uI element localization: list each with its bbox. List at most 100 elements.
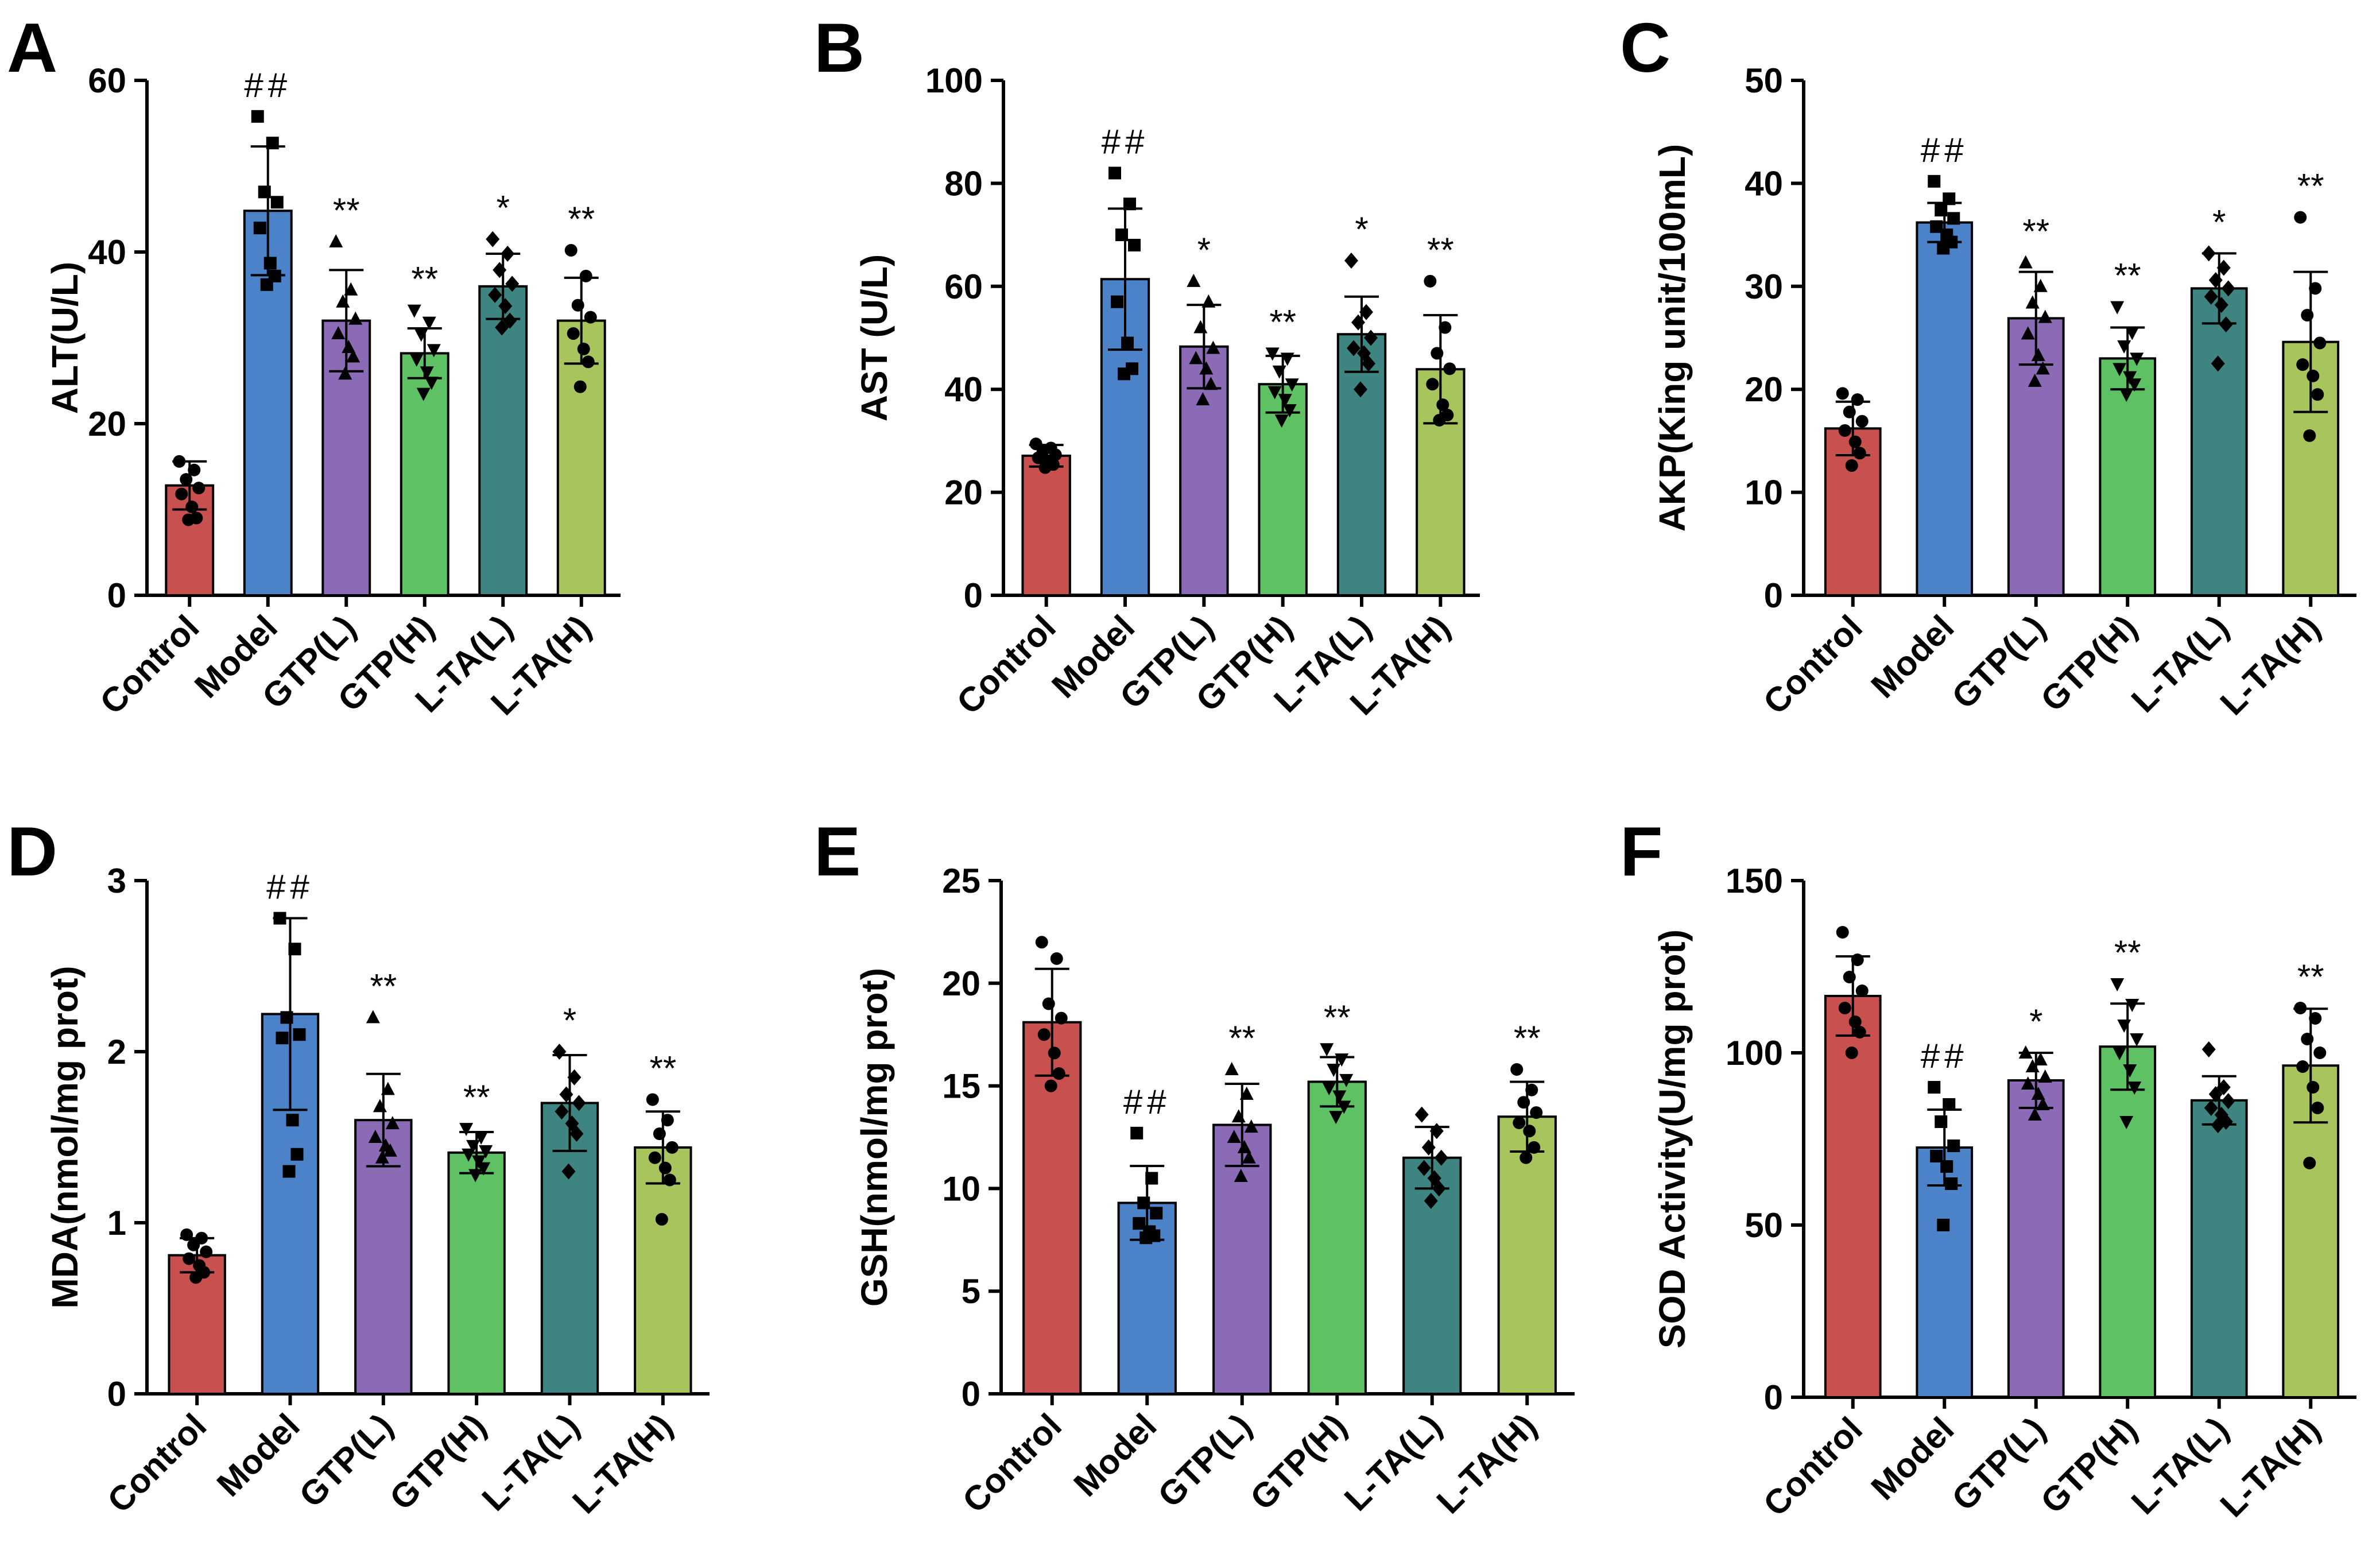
data-point [266,137,279,150]
data-point [348,311,363,325]
data-point [2025,1059,2040,1072]
data-point [1322,1082,1336,1096]
significance-marker: ** [463,1078,490,1117]
data-point [2127,378,2142,392]
data-point [2130,352,2144,366]
data-point [1320,1043,1334,1057]
data-point [180,1228,193,1241]
data-point [1930,220,1943,233]
data-point [2309,282,2322,295]
panel-letter: A [7,9,57,87]
data-point [2038,1069,2052,1083]
data-point [1530,1106,1543,1119]
data-point [1851,393,1864,406]
bar-L-TA(H) [634,1146,692,1395]
x-tick-label: Control [949,608,1063,722]
data-point [342,339,356,353]
y-tick-label: 100 [925,61,983,100]
data-point [2028,373,2042,387]
data-point [1943,1098,1956,1111]
data-point [1528,1141,1541,1154]
data-point [1940,1160,1953,1173]
data-point [1848,435,1862,448]
data-point [2211,1117,2225,1133]
data-point [1052,1067,1065,1080]
data-point [1853,1026,1866,1038]
data-point [270,196,284,209]
y-tick-label: 150 [1726,862,1783,900]
y-tick-label: 2 [107,1033,126,1071]
data-point [468,1169,483,1183]
chart-panel-E: E GSH(nmol/mg prot) 0 5 10 15 20 25 Control ## Mod… [814,812,1575,1521]
significance-marker: * [563,1001,576,1040]
data-point [663,1173,676,1187]
y-tick-label: 60 [88,61,126,100]
data-point [567,327,580,340]
data-point [1424,274,1437,288]
data-point [375,1150,389,1164]
data-point [476,1162,491,1176]
data-point [286,1114,299,1127]
data-point [188,463,201,476]
data-point [1855,414,1869,428]
x-tick-label: GTP(L) [292,1406,400,1515]
data-point [1130,1126,1144,1139]
data-point [1836,926,1849,939]
data-point [1359,304,1373,320]
data-point [2021,326,2035,340]
bar-GTP(L) [1212,1123,1272,1395]
data-point [1038,461,1052,474]
data-point [2301,1033,2314,1045]
data-point [1937,242,1950,255]
data-point [2311,388,2324,401]
data-point [2125,327,2139,340]
data-point [1280,352,1294,366]
data-point [1242,1150,1256,1164]
data-point [1121,336,1134,350]
data-point [1050,952,1063,965]
x-tick-label: GTP(L) [1944,1410,2053,1518]
y-tick-label: 0 [107,576,126,615]
chart-panel-F: F SOD Activity(U/mg prot) 0 50 100 150 Control… [1620,812,2356,1525]
y-tick-label: 1 [107,1204,126,1242]
data-point [1513,1116,1526,1129]
bar-Control [1022,1021,1082,1395]
data-point [2221,280,2235,297]
data-point [646,1093,659,1106]
x-tick-label: GTP(H) [1243,1406,1354,1517]
y-tick-label: 40 [88,233,126,272]
y-tick-label: 3 [107,862,126,900]
significance-marker: ** [333,191,360,230]
x-tick-label: L-TA(L) [2124,608,2236,720]
data-point [2313,1046,2327,1059]
data-point [1928,175,1941,188]
data-point [1339,1073,1354,1087]
data-point [2208,1086,2223,1102]
data-point [2021,1076,2035,1090]
y-tick-label: 20 [1745,370,1783,409]
data-point [1115,228,1128,242]
data-point [1351,314,1365,331]
data-point [1224,1061,1239,1075]
data-point [1517,1096,1530,1109]
data-point [1344,252,1358,269]
bar-L-TA(L) [1336,333,1387,596]
data-point [1935,204,1948,217]
bar-Model [1916,221,1974,596]
data-point [1928,1081,1941,1094]
data-point [2307,1081,2320,1094]
data-point [1935,1115,1948,1128]
data-point [2125,999,2139,1012]
data-point [1417,1160,1431,1176]
data-point [653,1127,666,1141]
data-point [346,349,361,363]
x-tick-label: GTP(L) [1150,1406,1259,1515]
data-point [573,380,587,393]
data-point [1937,1219,1950,1231]
data-point [1520,1151,1533,1164]
data-point [2296,358,2309,371]
data-point [258,185,271,199]
significance-marker: * [2212,203,2226,241]
data-point [579,269,592,282]
y-tick-label: 20 [88,405,126,443]
